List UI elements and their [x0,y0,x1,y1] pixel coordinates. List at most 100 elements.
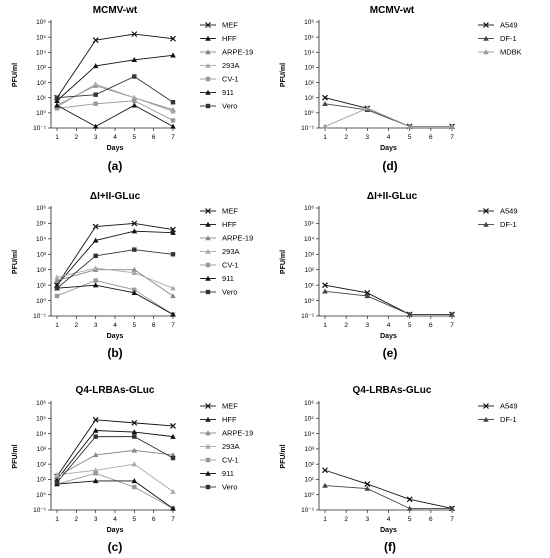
x-axis-label: Days [380,145,397,152]
legend-marker [205,49,211,55]
y-tick-label: 10⁴ [304,236,314,243]
data-point [132,74,137,79]
y-tick-label: 10⁶ [36,19,46,26]
legend: A549 DF-1 MDBK [478,21,522,57]
y-axis-label: PFU/ml [280,444,287,468]
legend-marker [205,76,211,82]
x-tick-label: 1 [323,134,327,141]
legend-entry: 293A [222,247,240,256]
data-point [54,286,60,291]
data-point [93,278,98,283]
panel-label: (e) [383,346,398,360]
x-tick-label: 6 [152,322,156,329]
data-point [449,311,455,317]
data-point [170,226,176,233]
legend-marker [205,403,211,409]
data-point [131,419,138,426]
legend-marker [483,35,489,41]
legend-marker [483,22,489,28]
x-axis-label: Days [380,527,397,534]
data-point [131,270,138,275]
legend-entry: ARPE-19 [222,48,253,57]
data-point [364,481,371,487]
legend-marker [205,484,211,490]
x-tick-label: 7 [450,322,454,329]
data-point [170,108,176,114]
data-point [131,228,138,234]
y-tick-label: 10⁶ [304,205,314,212]
series-line-a549 [324,97,452,127]
chart-panel-b: ΔI+II-GLuc 10⁻¹ 10⁰ 10¹ 10² 10³ 10⁴ 10⁵ 10⁶ 1 2 3 4 5… [12,191,253,360]
x-tick-label: 4 [387,134,391,141]
legend-marker [205,62,211,68]
y-tick-label: 10⁻¹ [301,313,315,320]
data-point [132,434,137,439]
legend-entry: HFF [222,220,237,229]
y-tick-label: 10⁵ [36,221,46,228]
series-line-cv-1 [56,280,174,315]
y-tick-label: 10³ [305,446,315,453]
x-tick-label: 1 [55,134,59,141]
x-tick-label: 6 [429,134,433,141]
x-tick-label: 3 [94,134,98,141]
legend-entry: DF-1 [500,220,517,229]
x-axis-label: Days [107,145,124,152]
data-point [364,289,371,296]
y-tick-label: 10⁵ [36,415,46,422]
series-line-cv-1 [56,100,174,121]
y-tick-label: 10⁰ [304,110,314,117]
series-line-mef [56,33,174,98]
legend-entry: 293A [222,61,240,70]
legend-marker [205,443,211,449]
data-point [170,118,176,123]
data-point [131,57,138,63]
data-point [170,455,176,461]
legend: A549 DF-1 [478,402,518,424]
x-tick-label: 7 [450,134,454,141]
data-point [364,293,371,299]
y-tick-label: 10¹ [37,95,47,102]
series-line-vero [56,249,174,289]
x-tick-label: 5 [133,516,137,523]
y-tick-label: 10⁻¹ [33,313,47,320]
data-point [92,416,99,423]
x-tick-label: 3 [366,322,370,329]
y-tick-label: 10³ [37,65,47,72]
panel-label: (d) [382,159,397,173]
legend-entry: A549 [500,21,518,30]
x-tick-label: 4 [113,134,117,141]
y-axis-label: PFU/ml [12,444,19,468]
data-point [92,452,99,458]
legend-entry: MEF [222,21,238,30]
y-tick-label: 10⁴ [304,431,314,438]
legend-marker [205,248,211,254]
data-point [132,98,137,103]
series-line-911 [56,104,174,127]
panel-title: ΔI+II-GLuc [367,191,418,202]
data-point [92,265,99,271]
y-tick-label: 10⁵ [304,34,314,41]
data-point [92,282,99,288]
plot-area [54,31,176,129]
y-tick-label: 10⁵ [36,34,46,41]
data-point [54,274,60,280]
y-tick-label: 10² [37,267,47,274]
legend-marker [483,221,489,227]
legend-marker [205,289,211,295]
panel-title: Q4-LRBAs-GLuc [76,385,155,396]
x-tick-label: 1 [323,516,327,523]
legend-entry: 293A [222,442,240,451]
series-line-911 [56,284,174,315]
data-point [170,311,176,317]
x-tick-label: 4 [387,516,391,523]
data-point [92,81,99,87]
legend-entry: A549 [500,207,518,216]
legend-entry: 911 [222,469,234,478]
x-tick-label: 1 [55,322,59,329]
legend-entry: MEF [222,402,238,411]
legend: MEF HFF ARPE-19 293A CV-1 911 Vero [200,21,253,111]
data-point [92,237,99,243]
data-point [92,123,99,129]
x-tick-label: 6 [429,516,433,523]
legend-marker [205,275,211,281]
